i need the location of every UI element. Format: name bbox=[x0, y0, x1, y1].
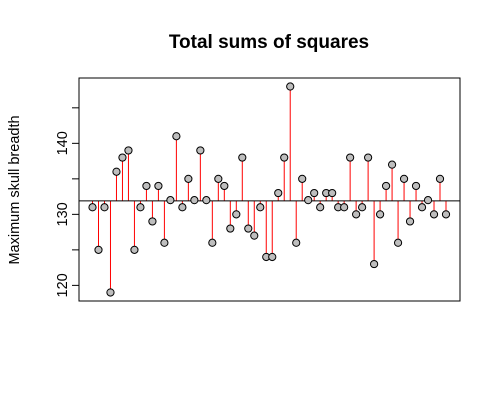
data-point bbox=[244, 224, 253, 233]
data-point bbox=[238, 153, 247, 162]
data-point bbox=[423, 196, 433, 205]
data-point bbox=[393, 238, 403, 247]
y-axis-label: Maximum skull breadth bbox=[7, 115, 23, 264]
data-point bbox=[370, 259, 379, 269]
data-point bbox=[250, 231, 259, 240]
data-point bbox=[130, 245, 139, 254]
data-point bbox=[280, 153, 289, 162]
data-point bbox=[208, 238, 217, 247]
data-point bbox=[202, 196, 211, 205]
data-point bbox=[417, 203, 427, 212]
data-point bbox=[220, 181, 229, 191]
data-point bbox=[118, 153, 127, 162]
plot-frame bbox=[78, 77, 461, 302]
data-point bbox=[190, 196, 199, 205]
data-point bbox=[94, 245, 103, 254]
data-point bbox=[142, 181, 151, 191]
data-point bbox=[166, 196, 175, 205]
data-point bbox=[405, 217, 415, 226]
data-point bbox=[172, 132, 181, 141]
data-point bbox=[286, 82, 295, 91]
points bbox=[88, 82, 451, 297]
data-point bbox=[232, 210, 241, 219]
data-point bbox=[148, 217, 157, 226]
data-point bbox=[381, 181, 391, 191]
y-tick-label: 120 bbox=[55, 273, 71, 297]
data-point bbox=[310, 188, 319, 198]
data-point bbox=[352, 210, 361, 219]
y-tick-label: 140 bbox=[55, 131, 71, 155]
data-point bbox=[441, 210, 451, 219]
data-point bbox=[316, 203, 325, 212]
data-point bbox=[154, 181, 163, 191]
data-point bbox=[346, 153, 355, 162]
data-point bbox=[292, 238, 301, 247]
data-point bbox=[328, 188, 337, 198]
data-point bbox=[112, 167, 121, 176]
data-point bbox=[429, 210, 439, 219]
y-axis: 120 130 140 bbox=[55, 107, 79, 297]
data-point bbox=[274, 188, 283, 198]
data-point bbox=[178, 203, 187, 212]
data-point bbox=[340, 203, 349, 212]
data-point bbox=[256, 203, 265, 212]
data-point bbox=[435, 174, 445, 183]
data-point bbox=[358, 203, 367, 212]
data-point bbox=[214, 174, 223, 183]
data-point bbox=[106, 288, 115, 297]
y-tick-label: 130 bbox=[55, 202, 71, 226]
data-point bbox=[160, 238, 169, 247]
data-point bbox=[304, 196, 313, 205]
data-point bbox=[184, 174, 193, 183]
data-point bbox=[124, 146, 133, 155]
data-point bbox=[387, 160, 397, 169]
data-point bbox=[375, 210, 385, 219]
data-point bbox=[88, 203, 97, 212]
chart-title: Total sums of squares bbox=[169, 32, 369, 53]
data-point bbox=[411, 181, 421, 191]
data-point bbox=[196, 146, 205, 155]
data-point bbox=[226, 224, 235, 233]
data-point bbox=[100, 203, 109, 212]
data-point bbox=[268, 252, 277, 262]
data-point bbox=[136, 203, 145, 212]
data-point bbox=[298, 174, 307, 183]
data-point bbox=[399, 174, 409, 183]
data-point bbox=[364, 153, 373, 162]
